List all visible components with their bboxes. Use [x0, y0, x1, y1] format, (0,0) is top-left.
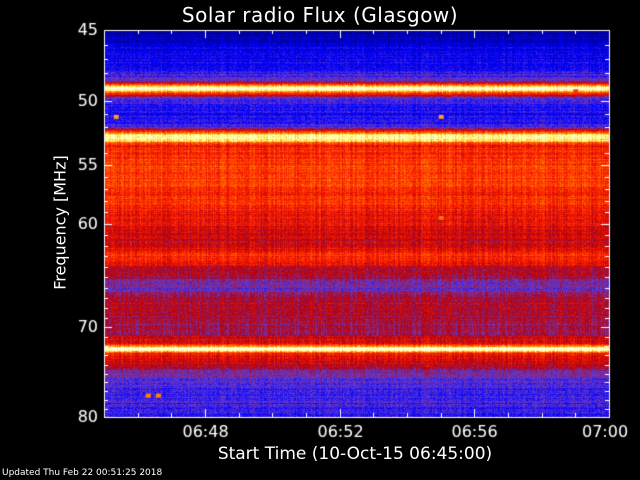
chart-title: Solar radio Flux (Glasgow) — [181, 3, 459, 27]
updated-timestamp: Updated Thu Feb 22 00:51:25 2018 — [2, 468, 163, 478]
x-axis-label: Start Time (10-Oct-15 06:45:00) — [217, 444, 493, 464]
y-axis-label: Frequency [MHz] — [50, 155, 70, 290]
